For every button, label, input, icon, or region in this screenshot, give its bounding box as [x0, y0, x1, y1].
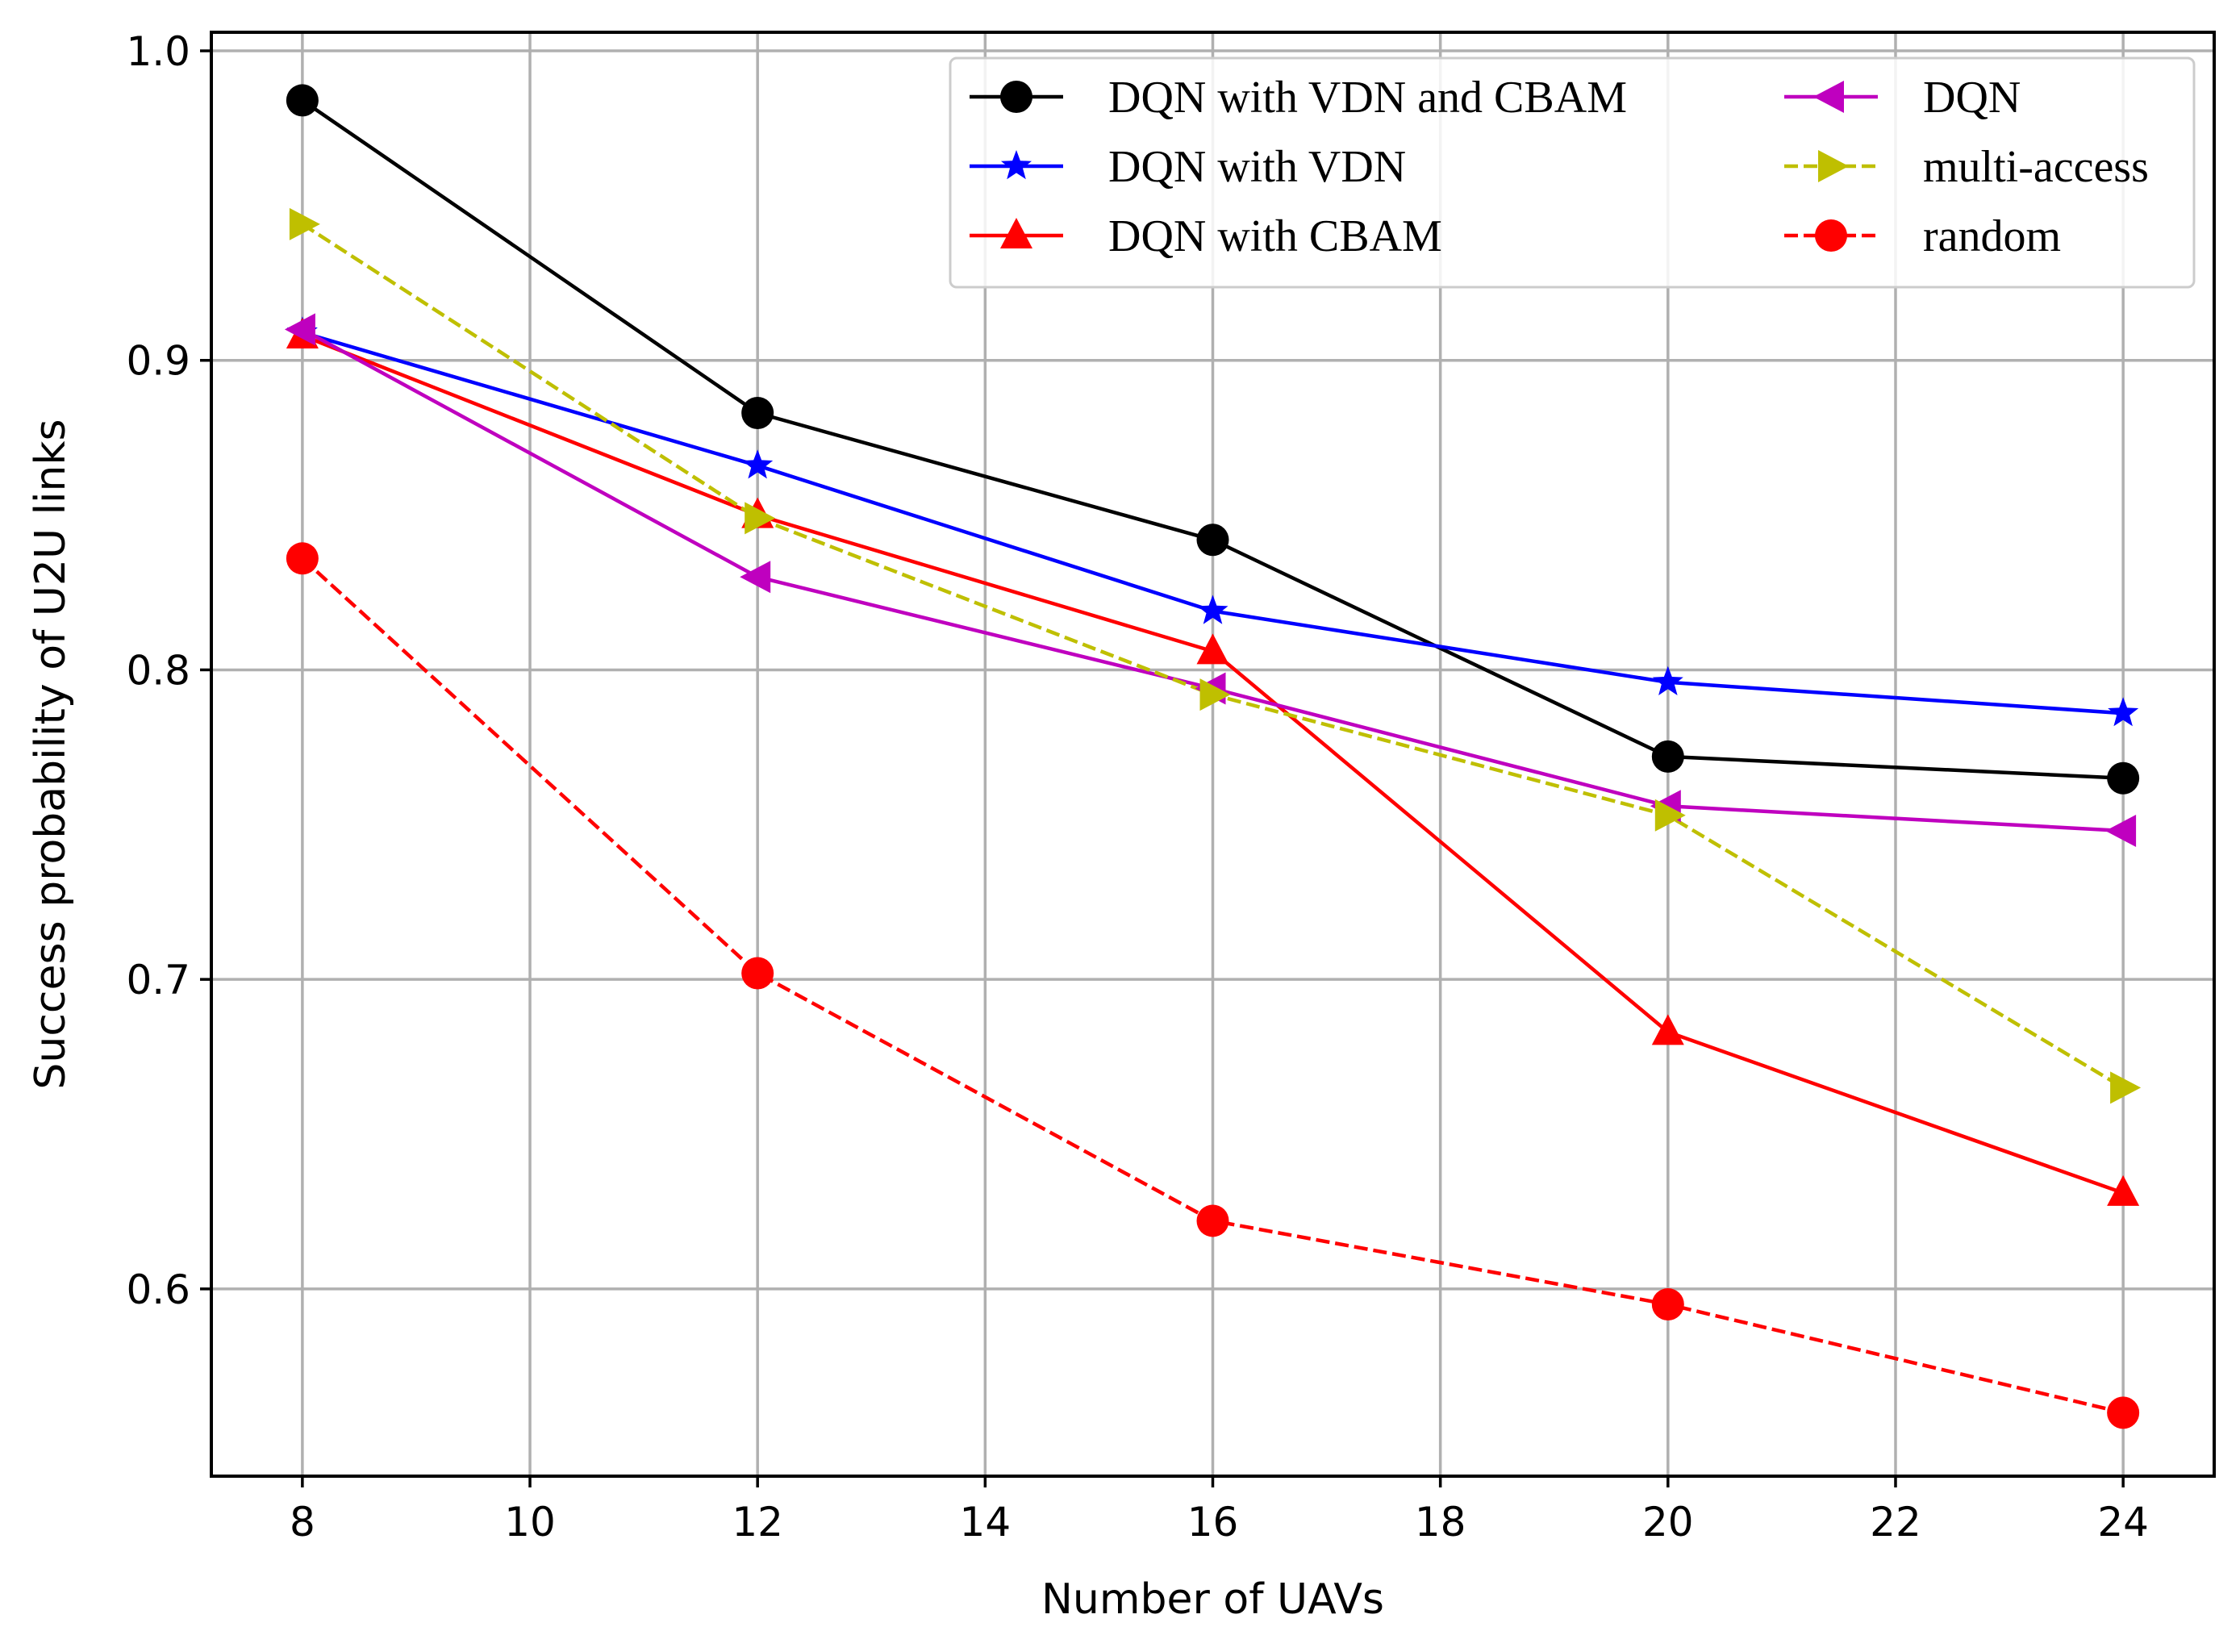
y-tick-label: 0.7: [126, 957, 190, 1003]
legend-marker-3: [1813, 81, 1844, 113]
data-point-4-3: [1654, 799, 1686, 832]
legend-label-3: DQN: [1923, 73, 2021, 123]
legend-box: [949, 56, 2196, 289]
x-tick-label: 20: [1642, 1499, 1694, 1546]
data-point-3-4: [2105, 815, 2137, 847]
y-tick-label: 1.0: [126, 28, 190, 75]
data-point-0-0: [286, 84, 319, 117]
data-point-5-1: [741, 957, 774, 990]
legend-label-4: multi-access: [1923, 142, 2149, 192]
x-tick-label: 8: [290, 1499, 315, 1546]
data-point-3-0: [284, 313, 315, 346]
x-tick-label: 22: [1870, 1499, 1921, 1546]
x-tick-label: 12: [732, 1499, 783, 1546]
x-tick-label: 24: [2097, 1499, 2149, 1546]
data-point-1-3: [1652, 665, 1683, 695]
data-point-2-4: [2107, 1174, 2140, 1206]
legend-marker-1: [1001, 150, 1032, 180]
data-point-2-3: [1651, 1014, 1684, 1045]
legend-label-5: random: [1923, 211, 2061, 261]
data-point-4-2: [1199, 678, 1231, 711]
data-point-0-3: [1651, 740, 1684, 773]
data-point-5-4: [2107, 1396, 2140, 1429]
data-point-1-4: [2108, 697, 2139, 727]
data-point-4-0: [289, 207, 320, 240]
data-point-1-1: [742, 449, 774, 479]
data-point-5-2: [1196, 1204, 1229, 1237]
legend-label-2: DQN with CBAM: [1108, 211, 1442, 261]
legend-label-1: DQN with VDN: [1108, 142, 1406, 192]
legend-marker-0: [1000, 81, 1032, 113]
legend-label-0: DQN with VDN and CBAM: [1108, 73, 1627, 123]
data-point-0-4: [2107, 761, 2140, 795]
legend-marker-4: [1818, 150, 1849, 182]
data-point-2-2: [1196, 633, 1229, 665]
data-point-4-4: [2110, 1071, 2142, 1104]
legend-marker-2: [1000, 218, 1032, 248]
data-point-0-2: [1196, 524, 1229, 557]
x-tick-label: 18: [1415, 1499, 1466, 1546]
data-point-1-2: [1197, 594, 1228, 624]
y-tick-label: 0.9: [126, 338, 190, 385]
data-point-5-0: [286, 542, 319, 575]
y-tick-label: 0.6: [126, 1266, 190, 1313]
data-point-4-1: [745, 502, 776, 535]
data-point-3-1: [740, 561, 771, 594]
x-axis-label: Number of UAVs: [1041, 1575, 1384, 1624]
x-axis: 8 10 12 14 16 18 20 22 24: [290, 1476, 2149, 1546]
legend: DQN with VDN and CBAM DQN with VDN DQN wit…: [949, 56, 2196, 289]
y-tick-label: 0.8: [126, 647, 190, 694]
y-axis: 0.6 0.7 0.8 0.9 1.0: [126, 28, 211, 1313]
y-axis-label: Success probability of U2U links: [27, 419, 75, 1089]
data-point-5-3: [1651, 1288, 1684, 1321]
data-point-0-1: [741, 396, 774, 429]
x-tick-label: 10: [504, 1499, 556, 1546]
series-markers: [284, 84, 2142, 1429]
x-tick-label: 14: [960, 1499, 1012, 1546]
legend-marker-5: [1815, 219, 1847, 252]
x-tick-label: 16: [1187, 1499, 1239, 1546]
